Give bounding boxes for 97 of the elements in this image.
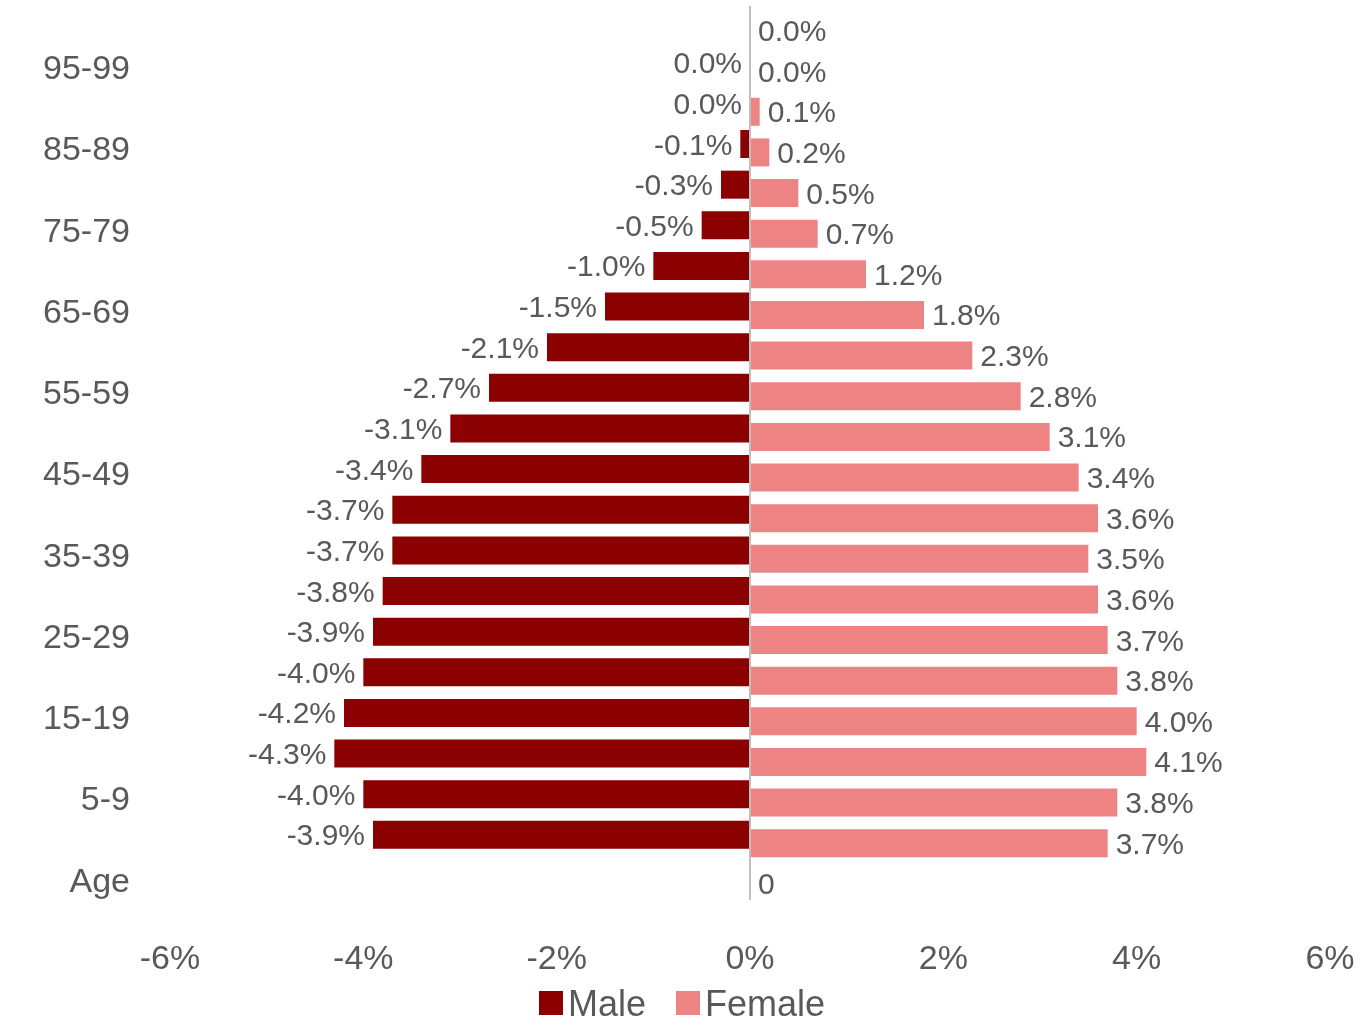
data-label: -0.5% <box>615 208 694 242</box>
data-label: -0.3% <box>634 168 713 202</box>
bar <box>373 617 750 646</box>
bar <box>344 698 750 727</box>
data-label: -2.7% <box>402 371 481 405</box>
x-tick-label: 0% <box>725 938 775 976</box>
bar <box>750 422 1050 451</box>
data-label: 0.5% <box>806 176 875 210</box>
bar <box>750 788 1118 817</box>
data-label: 0.0% <box>673 86 742 120</box>
data-label: 3.8% <box>1125 786 1194 820</box>
bar <box>701 211 750 240</box>
bar <box>363 780 750 809</box>
bar <box>750 626 1108 655</box>
bar <box>750 341 973 370</box>
y-tick-label: 5-9 <box>80 779 130 818</box>
data-label: -0.1% <box>653 127 733 161</box>
bar <box>653 251 750 280</box>
data-label: 0.0% <box>758 14 827 48</box>
data-label: -3.9% <box>286 615 365 649</box>
data-label: 0.7% <box>825 217 895 251</box>
y-tick-label: 75-79 <box>43 210 130 249</box>
data-label: 3.5% <box>1096 542 1165 576</box>
data-label: -4.2% <box>257 696 336 730</box>
data-label: -3.7% <box>305 493 385 527</box>
x-tick-label: 2% <box>918 938 968 976</box>
bar <box>392 495 750 524</box>
y-tick-label: Age <box>69 860 130 899</box>
data-label: -4.0% <box>276 655 356 689</box>
y-tick-label: 45-49 <box>43 454 130 493</box>
bar <box>489 373 750 402</box>
bar <box>750 585 1098 614</box>
data-label: -2.1% <box>460 330 539 364</box>
bar <box>421 455 750 484</box>
bar <box>721 170 750 199</box>
y-tick-label: 85-89 <box>43 129 130 168</box>
data-label: -3.9% <box>286 818 365 852</box>
x-tick-label: -4% <box>333 938 394 976</box>
data-label: 0.0% <box>758 54 827 88</box>
bar <box>605 292 750 321</box>
data-label: 1.8% <box>932 298 1001 332</box>
data-label: -3.1% <box>363 411 443 445</box>
bar <box>750 504 1098 533</box>
bar <box>750 138 770 167</box>
y-tick-label: 95-99 <box>43 47 130 86</box>
y-tick-label: 35-39 <box>43 535 130 574</box>
data-label: -3.4% <box>334 452 414 486</box>
bar <box>750 219 818 248</box>
y-tick-label: 25-29 <box>43 616 130 655</box>
data-label: 2.3% <box>980 339 1049 373</box>
x-tick-label: 6% <box>1305 938 1355 976</box>
data-label: 3.6% <box>1106 582 1175 616</box>
bar <box>382 577 750 606</box>
data-label: 3.1% <box>1057 420 1127 454</box>
data-label: -4.3% <box>247 737 327 771</box>
data-label: 4.0% <box>1144 704 1214 738</box>
data-label: 2.8% <box>1028 379 1098 413</box>
bar <box>750 300 924 329</box>
y-tick-label: 55-59 <box>43 373 130 412</box>
data-label: -4.0% <box>276 777 356 811</box>
data-label: 3.8% <box>1125 664 1194 698</box>
x-tick-label: 4% <box>1112 938 1162 976</box>
bar <box>392 536 750 565</box>
data-label: -1.5% <box>518 290 597 324</box>
data-label: 1.2% <box>874 257 943 291</box>
y-tick-label: 15-19 <box>43 698 130 737</box>
bar <box>547 333 750 362</box>
bar <box>750 707 1137 736</box>
data-label: -3.8% <box>296 574 375 608</box>
bar <box>363 658 750 687</box>
bar <box>750 382 1021 411</box>
data-label: 3.7% <box>1115 623 1185 657</box>
data-label: 3.7% <box>1115 826 1185 860</box>
bar <box>334 739 750 768</box>
bar <box>750 544 1089 573</box>
data-label: -1.0% <box>566 249 646 283</box>
data-label: 0.2% <box>777 135 846 169</box>
bar <box>750 666 1118 695</box>
data-label: -3.7% <box>305 533 385 567</box>
bar <box>750 260 866 289</box>
x-tick-label: -6% <box>139 938 201 976</box>
data-label: 0.0% <box>673 46 742 80</box>
bar <box>373 820 750 849</box>
bar <box>750 179 799 208</box>
y-tick-label: 65-69 <box>43 291 130 330</box>
data-label: 0 <box>758 867 775 901</box>
bar <box>750 747 1147 776</box>
bar <box>750 463 1079 492</box>
legend-label: Female <box>704 982 826 1024</box>
bar <box>450 414 750 443</box>
data-label: 0.1% <box>767 95 837 129</box>
legend-label: Male <box>567 982 646 1024</box>
data-label: 3.4% <box>1086 461 1156 495</box>
data-label: 4.1% <box>1154 745 1223 779</box>
bar <box>750 829 1108 858</box>
data-label: 3.6% <box>1106 501 1175 535</box>
x-tick-label: -2% <box>526 938 587 976</box>
